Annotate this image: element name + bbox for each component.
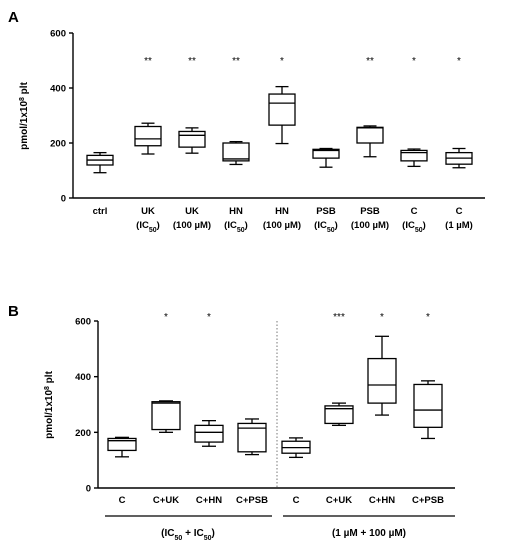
panel-b-category-label: C+UK xyxy=(326,495,352,506)
panel-a-category-sublabel: (100 µM) xyxy=(173,220,211,231)
panel-a-y-tick-label: 600 xyxy=(50,29,66,40)
panel-b-significance-mark: * xyxy=(380,312,384,323)
panel-a-box-2 xyxy=(134,122,162,155)
panel-a-boxes xyxy=(86,85,473,174)
panel-b-y-ticks: 0 200 400 600 xyxy=(75,317,98,495)
panel-a-category-sublabel: (100 µM) xyxy=(263,220,301,231)
panel-b-y-tick-label: 600 xyxy=(75,317,91,328)
panel-a-category-label: HN xyxy=(275,206,289,217)
panel-b-boxes xyxy=(107,335,443,459)
panel-b-box-4 xyxy=(237,418,267,456)
panel-a-box-5 xyxy=(268,85,296,145)
panel-a-significance-mark: ** xyxy=(232,56,240,67)
panel-a-category-label: PSB xyxy=(316,206,336,217)
panel-a-y-ticks: 0 200 400 600 xyxy=(50,29,73,205)
panel-a-significance-mark: ** xyxy=(188,56,196,67)
panel-a-significance-mark: * xyxy=(457,56,461,67)
panel-a-significance-mark: ** xyxy=(144,56,152,67)
panel-b-label: B xyxy=(8,303,19,320)
panel-b-category-label: C+HN xyxy=(369,495,395,506)
group-label-left: (IC50 + IC50) xyxy=(161,528,215,542)
panel-a-category-label: C xyxy=(456,206,463,217)
iqr-box xyxy=(151,401,181,431)
panel-a-category-sublabel: (IC50) xyxy=(402,220,426,234)
panel-a-y-tick-label: 0 xyxy=(61,194,66,205)
iqr-box xyxy=(324,405,354,425)
panel-b-box-3 xyxy=(194,419,224,447)
iqr-box xyxy=(356,126,384,144)
panel-a-box-9 xyxy=(445,147,473,169)
panel-a-category-label: UK xyxy=(141,206,155,217)
iqr-box xyxy=(413,383,443,428)
panel-b-significance-mark: * xyxy=(207,312,211,323)
panel-a-label: A xyxy=(8,9,19,26)
panel-b-box-8 xyxy=(413,380,443,440)
panel-b-box-7 xyxy=(367,335,397,416)
iqr-box xyxy=(312,148,340,159)
panel-a-categories: ctrl UK (IC50) UK (100 µM) HN (IC50) HN (100 µM)… xyxy=(93,206,473,234)
panel-a-category-label: PSB xyxy=(360,206,380,217)
panel-b-category-label: C+HN xyxy=(196,495,222,506)
iqr-box xyxy=(178,130,206,148)
iqr-box xyxy=(400,149,428,162)
panel-a-box-8 xyxy=(400,148,428,168)
panel-a-category-label: HN xyxy=(229,206,243,217)
iqr-box xyxy=(107,437,137,452)
panel-a-category-sublabel: (IC50) xyxy=(224,220,248,234)
panel-a-category-sublabel: (100 µM) xyxy=(351,220,389,231)
panel-b-box-2 xyxy=(151,400,181,433)
panel-a-y-tick-label: 200 xyxy=(50,139,66,150)
panel-b-significance-mark: *** xyxy=(333,312,345,323)
panel-b-y-tick-label: 200 xyxy=(75,428,91,439)
panel-a-category-label: C xyxy=(411,206,418,217)
panel-b-category-label: C xyxy=(119,495,126,506)
panel-b-y-axis-label: pmol/1x108 plt xyxy=(44,370,56,438)
panel-b-box-5 xyxy=(281,437,311,459)
panel-a-category-sublabel: (IC50) xyxy=(136,220,160,234)
iqr-box xyxy=(268,93,296,126)
panel-b-categories: C C+UK C+HN C+PSB C C+UK C+HN C+PSB xyxy=(119,495,445,506)
panel-a-box-1 xyxy=(86,151,114,174)
iqr-box xyxy=(194,424,224,443)
panel-a-y-tick-label: 400 xyxy=(50,84,66,95)
panel-b-category-label: C xyxy=(293,495,300,506)
panel-a-y-axis-label: pmol/1x108 plt xyxy=(19,81,31,149)
panel-a-box-6 xyxy=(312,147,340,168)
panel-b-box-6 xyxy=(324,402,354,427)
panel-a-category-sublabel: (1 µM) xyxy=(445,220,473,231)
iqr-box xyxy=(134,125,162,147)
panel-b-category-label: C+PSB xyxy=(412,495,444,506)
panel-b-box-1 xyxy=(107,436,137,458)
group-label-right: (1 µM + 100 µM) xyxy=(332,528,406,539)
iqr-box xyxy=(367,357,397,404)
panel-a-box-7 xyxy=(356,125,384,158)
panel-b-y-tick-label: 400 xyxy=(75,372,91,383)
panel-a-box-4 xyxy=(222,140,250,166)
panel-a-category-label: ctrl xyxy=(93,206,108,217)
panel-a-significance: ** ** ** * ** * * xyxy=(144,56,461,67)
panel-a-box-3 xyxy=(178,127,206,154)
panel-a-category-label: UK xyxy=(185,206,199,217)
iqr-box xyxy=(222,142,250,162)
panel-b-significance-mark: * xyxy=(426,312,430,323)
panel-b-category-label: C+UK xyxy=(153,495,179,506)
panel-b-y-tick-label: 0 xyxy=(86,484,91,495)
panel-a-significance-mark: * xyxy=(412,56,416,67)
panel-a-significance-mark: ** xyxy=(366,56,374,67)
panel-b-significance: * * *** * * xyxy=(164,312,430,323)
panel-b-category-label: C+PSB xyxy=(236,495,268,506)
panel-b-significance-mark: * xyxy=(164,312,168,323)
panel-a-category-sublabel: (IC50) xyxy=(314,220,338,234)
panel-a-significance-mark: * xyxy=(280,56,284,67)
